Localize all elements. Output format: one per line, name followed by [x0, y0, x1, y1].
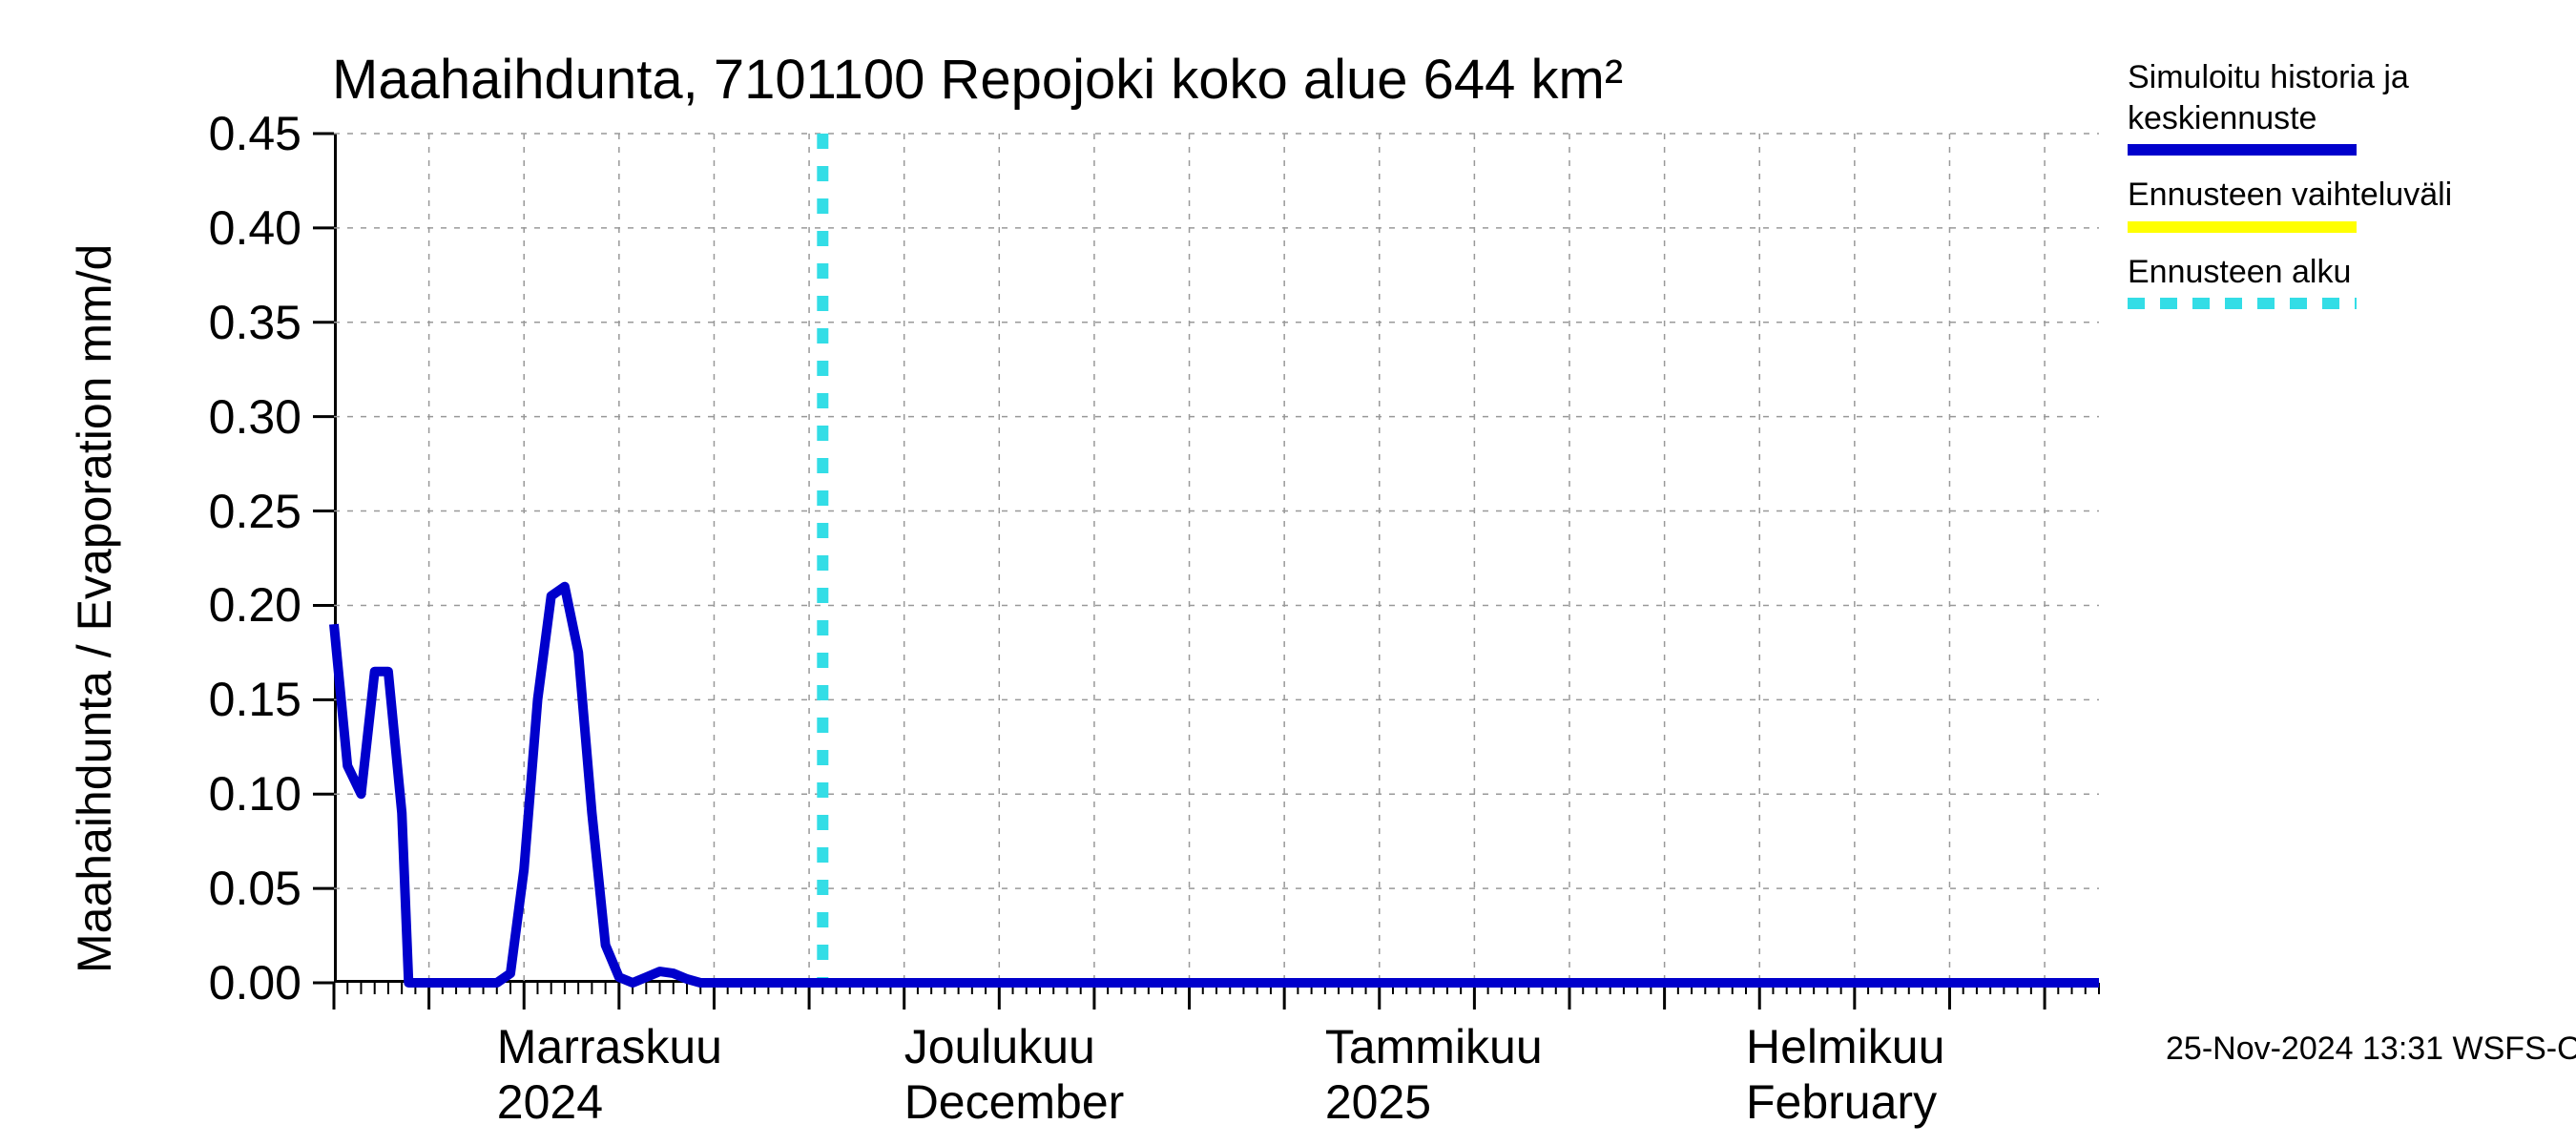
- y-tick-label: 0.30: [0, 389, 301, 445]
- legend-label: Ennusteen alku: [2128, 252, 2452, 293]
- x-month-label-line2: 2025: [1325, 1074, 1543, 1130]
- y-tick-label: 0.35: [0, 295, 301, 350]
- legend-entry: Ennusteen alku: [2128, 252, 2452, 310]
- x-month-label-line2: February: [1746, 1074, 1944, 1130]
- legend-entry: Simuloitu historia jakeskiennuste: [2128, 57, 2452, 156]
- x-month-label-line1: Marraskuu: [497, 1019, 722, 1074]
- legend-label: Ennusteen vaihteluväli: [2128, 175, 2452, 216]
- x-month-label: Tammikuu2025: [1325, 1019, 1543, 1130]
- legend-swatch: [2128, 144, 2357, 156]
- y-tick-label: 0.00: [0, 955, 301, 1010]
- y-tick-label: 0.15: [0, 672, 301, 727]
- x-month-label-line1: Tammikuu: [1325, 1019, 1543, 1074]
- y-tick-label: 0.40: [0, 200, 301, 256]
- y-tick-label: 0.10: [0, 766, 301, 822]
- y-tick-label: 0.45: [0, 106, 301, 161]
- y-tick-label: 0.05: [0, 861, 301, 916]
- chart-container: 0.00 0.05 0.10 0.15 0.20 0.25 0.30 0.35 0.40 0.45…: [0, 0, 2576, 1145]
- chart-title: Maahaihdunta, 7101100 Repojoki koko alue…: [332, 48, 1623, 112]
- x-month-label-line1: Helmikuu: [1746, 1019, 1944, 1074]
- y-tick-label: 0.25: [0, 484, 301, 539]
- x-month-label: HelmikuuFebruary: [1746, 1019, 1944, 1130]
- footer-timestamp: 25-Nov-2024 13:31 WSFS-O: [2166, 1030, 2576, 1068]
- legend-label: Simuloitu historia jakeskiennuste: [2128, 57, 2452, 138]
- x-month-label-line2: December: [904, 1074, 1125, 1130]
- x-month-label-line2: 2024: [497, 1074, 722, 1130]
- legend-swatch: [2128, 298, 2357, 309]
- x-month-label: JoulukuuDecember: [904, 1019, 1125, 1130]
- legend-swatch: [2128, 221, 2357, 233]
- y-tick-label: 0.20: [0, 577, 301, 633]
- x-month-label: Marraskuu2024: [497, 1019, 722, 1130]
- legend: Simuloitu historia jakeskiennuste Ennuste…: [2128, 57, 2452, 328]
- series-history-line: [334, 587, 2099, 983]
- x-month-label-line1: Joulukuu: [904, 1019, 1125, 1074]
- y-axis-label: Maahaihdunta / Evaporation mm/d: [67, 244, 122, 973]
- legend-entry: Ennusteen vaihteluväli: [2128, 175, 2452, 233]
